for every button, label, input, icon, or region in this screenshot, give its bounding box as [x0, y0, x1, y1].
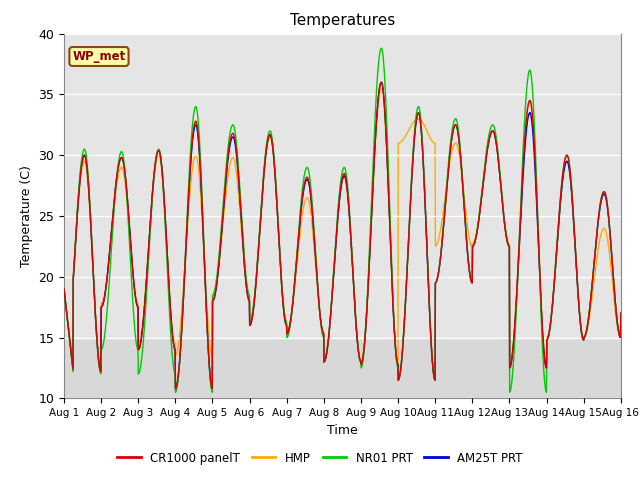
AM25T PRT — [359, 357, 367, 362]
Line: AM25T PRT: AM25T PRT — [64, 82, 621, 389]
NR01 PRT — [584, 322, 591, 328]
CR1000 panelT — [216, 254, 223, 260]
NR01 PRT — [371, 127, 378, 132]
HMP — [568, 196, 576, 202]
HMP — [378, 85, 385, 91]
HMP — [60, 286, 68, 292]
HMP — [617, 311, 625, 316]
CR1000 panelT — [60, 286, 68, 292]
CR1000 panelT — [371, 146, 379, 152]
CR1000 panelT — [378, 79, 385, 85]
NR01 PRT — [216, 250, 223, 256]
Legend: CR1000 panelT, HMP, NR01 PRT, AM25T PRT: CR1000 panelT, HMP, NR01 PRT, AM25T PRT — [113, 447, 527, 469]
Y-axis label: Temperature (C): Temperature (C) — [20, 165, 33, 267]
Title: Temperatures: Temperatures — [290, 13, 395, 28]
AM25T PRT — [216, 255, 223, 261]
Bar — [64, 34, 621, 337]
HMP — [371, 150, 379, 156]
AM25T PRT — [617, 311, 625, 316]
Line: CR1000 panelT: CR1000 panelT — [64, 82, 621, 389]
CR1000 panelT — [617, 311, 625, 316]
NR01 PRT — [568, 192, 576, 197]
AM25T PRT — [60, 286, 68, 292]
AM25T PRT — [371, 146, 379, 152]
NR01 PRT — [60, 286, 68, 292]
X-axis label: Time: Time — [327, 424, 358, 437]
AM25T PRT — [172, 386, 179, 392]
Text: WP_met: WP_met — [72, 50, 125, 63]
AM25T PRT — [568, 196, 576, 202]
NR01 PRT — [378, 45, 385, 51]
HMP — [359, 354, 367, 360]
HMP — [216, 257, 223, 263]
HMP — [584, 325, 591, 331]
Line: HMP: HMP — [64, 88, 621, 368]
CR1000 panelT — [584, 322, 591, 328]
NR01 PRT — [543, 389, 550, 395]
AM25T PRT — [505, 243, 513, 249]
NR01 PRT — [358, 361, 366, 367]
CR1000 panelT — [505, 243, 513, 249]
CR1000 panelT — [568, 192, 576, 197]
HMP — [505, 240, 513, 246]
CR1000 panelT — [172, 386, 179, 392]
CR1000 panelT — [359, 357, 367, 362]
NR01 PRT — [617, 311, 625, 316]
HMP — [97, 365, 105, 371]
AM25T PRT — [584, 323, 591, 328]
NR01 PRT — [504, 242, 512, 248]
AM25T PRT — [378, 79, 385, 85]
Line: NR01 PRT: NR01 PRT — [64, 48, 621, 392]
